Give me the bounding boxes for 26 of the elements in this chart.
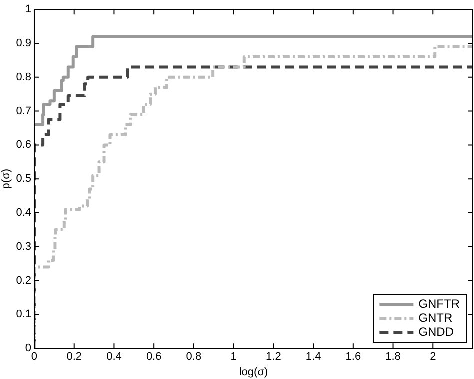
y-tick-label: 1 xyxy=(25,4,32,16)
y-tick-label: 0.6 xyxy=(16,139,32,152)
legend-label: GNDD xyxy=(418,324,454,339)
legend-label: GNFTR xyxy=(418,296,460,311)
x-tick-label: 1.8 xyxy=(386,351,401,364)
y-tick-label: 0.2 xyxy=(16,274,32,287)
legend-label: GNTR xyxy=(418,310,454,325)
y-tick-label: 0.1 xyxy=(16,308,32,321)
y-axis-title: p(σ) xyxy=(0,168,13,190)
x-axis-title: log(σ) xyxy=(239,366,268,378)
y-tick-label: 0.8 xyxy=(16,71,32,84)
x-tick-label: 0.6 xyxy=(146,351,162,364)
y-tick-label: 0.9 xyxy=(16,38,32,50)
y-tick-label: 0.4 xyxy=(16,207,32,220)
x-tick-label: 1.6 xyxy=(346,351,362,364)
y-tick-label: 0.5 xyxy=(16,173,32,186)
x-tick-label: 1.2 xyxy=(266,351,282,364)
x-tick-label: 1 xyxy=(230,351,237,364)
x-tick-label: 0.2 xyxy=(66,351,82,364)
x-tick-label: 1.4 xyxy=(306,351,322,364)
x-tick-label: 2 xyxy=(430,351,436,364)
y-tick-label: 0 xyxy=(25,342,32,355)
x-tick-label: 0.8 xyxy=(186,351,202,364)
y-tick-label: 0.7 xyxy=(16,105,32,118)
x-tick-label: 0.4 xyxy=(106,351,122,364)
y-tick-label: 0.3 xyxy=(16,240,32,253)
